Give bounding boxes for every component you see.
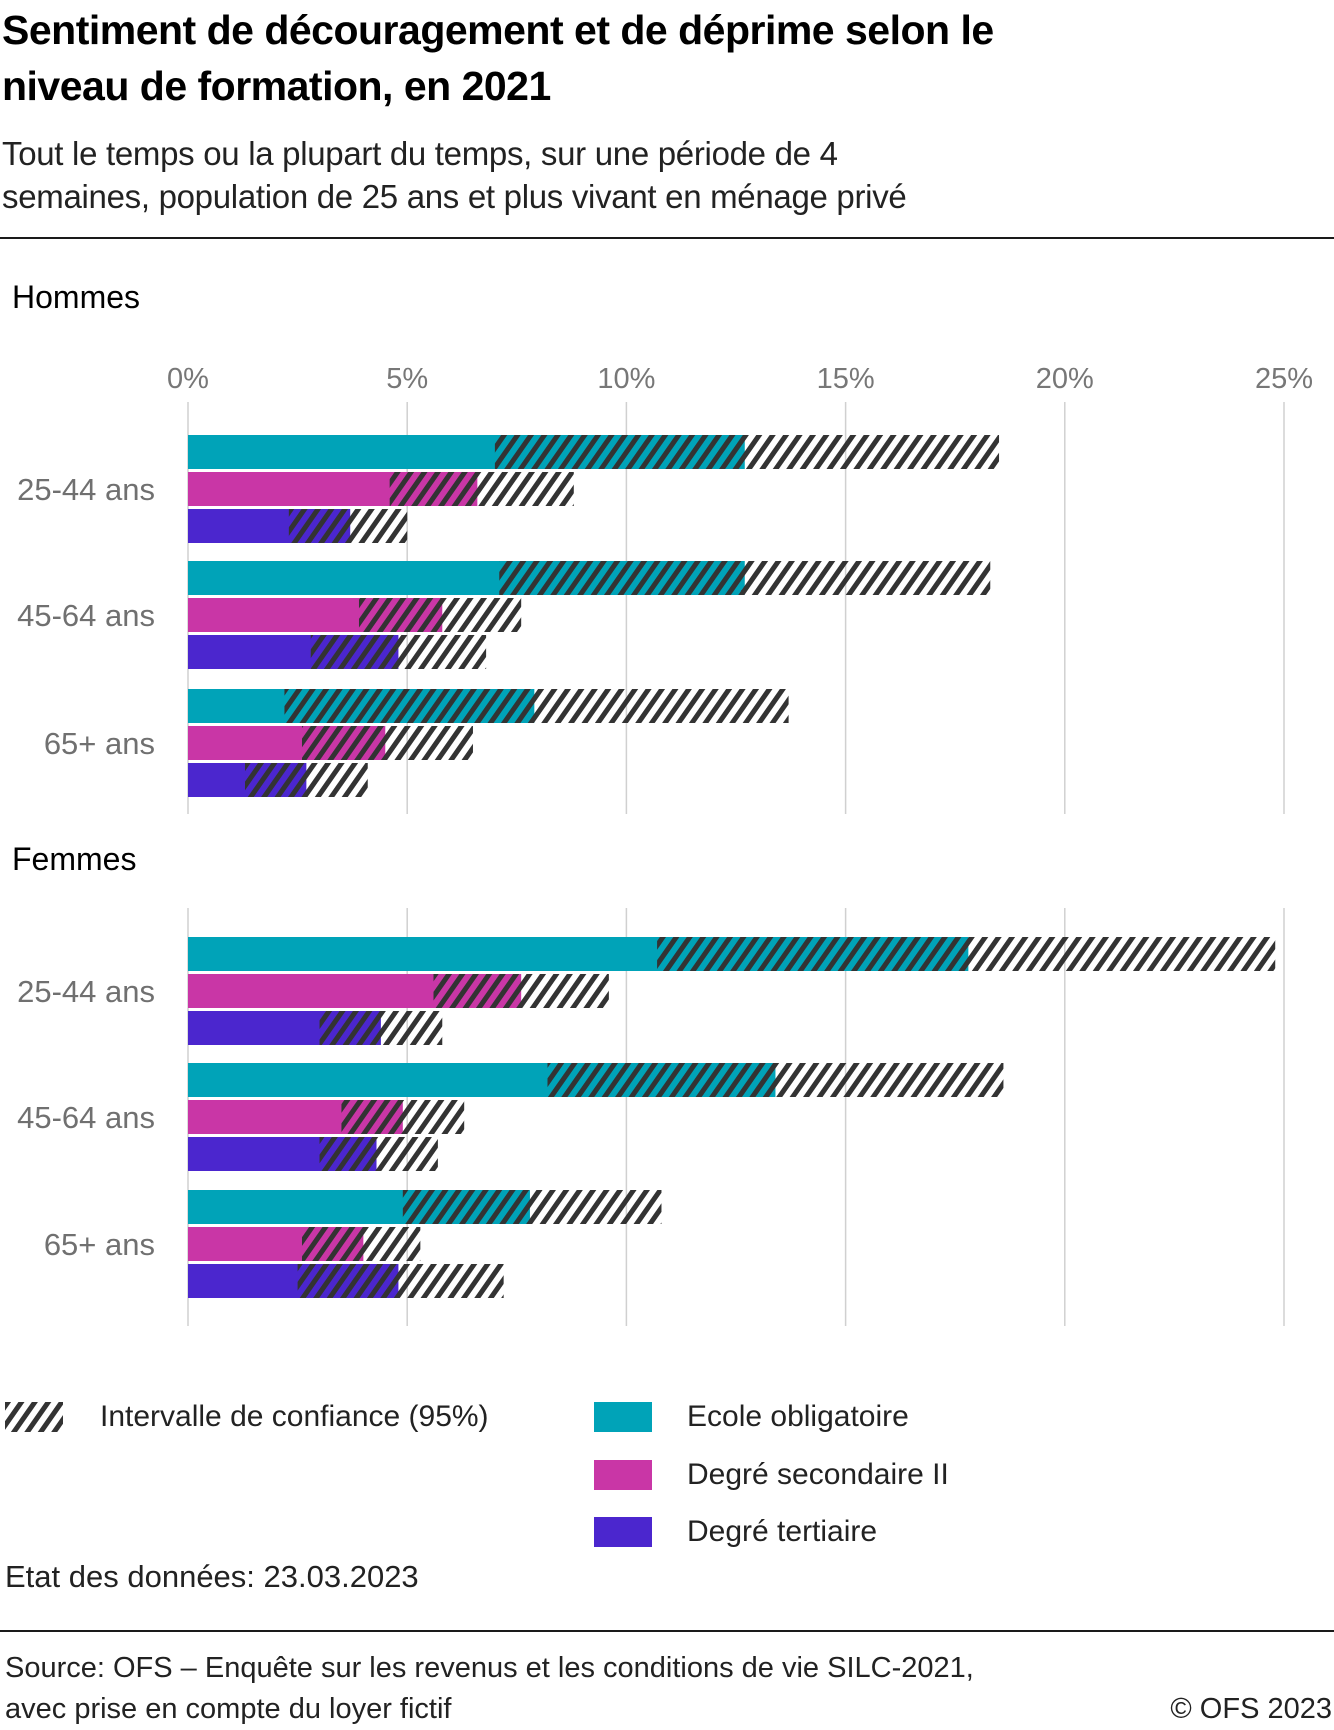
source-note: Source: OFS – Enquête sur les revenus et… [5,1648,1155,1730]
ci-femmes-65-ans-degre-tertiaire [297,1264,504,1298]
legend-label-tertiaire: Degré tertiaire [687,1515,878,1548]
category-label: 25-44 ans [17,472,155,507]
panel-title-femmes: Femmes [12,841,137,877]
x-tick-label: 0% [167,363,209,395]
legend-label-secondaire: Degré secondaire II [687,1458,949,1491]
ci-hommes-65-ans-degre-tertiaire [244,763,368,797]
ci-femmes-45-64-ans-degre-secondaire-ii [341,1100,465,1134]
category-label: 65+ ans [44,726,155,761]
x-tick-label: 10% [597,363,655,395]
legend-item-tertiaire: Degré tertiaire [594,1515,877,1549]
legend-item-ci: Intervalle de confiance (95%) [5,1400,489,1434]
legend-label-ecole: Ecole obligatoire [687,1400,909,1433]
category-label: 45-64 ans [17,1100,155,1135]
chart-subtitle: Tout le temps ou la plupart du temps, su… [2,132,1202,218]
ci-femmes-25-44-ans-degre-secondaire-ii [433,974,609,1008]
x-tick-label: 20% [1036,363,1094,395]
chart-title: Sentiment de découragement et de déprime… [2,2,1202,114]
ci-femmes-25-44-ans-degre-tertiaire [319,1011,443,1045]
swatch-ecole-icon [594,1402,652,1432]
header-divider [0,237,1334,239]
x-tick-label: 15% [817,363,875,395]
x-tick-label: 25% [1255,363,1313,395]
copyright: © OFS 2023 [1170,1693,1332,1725]
hatch-icon [5,1402,63,1432]
swatch-secondaire-icon [594,1460,652,1490]
source-line1: Source: OFS – Enquête sur les revenus et… [5,1652,974,1684]
category-label: 65+ ans [44,1227,155,1262]
x-axis: 0% 5% 10% 15% 20% 25% [167,363,1313,395]
bar-chart: 0% 5% 10% 15% 20% 25% 25-44 ans 45-64 ans 65+ a… [17,363,1313,1326]
data-state: Etat des données: 23.03.2023 [5,1559,419,1594]
chart-subtitle-line2: semaines, population de 25 ans et plus v… [2,178,907,215]
ci-hommes-25-44-ans-degre-tertiaire [288,509,408,543]
legend-ci-label: Intervalle de confiance (95%) [100,1400,489,1433]
legend-item-ecole: Ecole obligatoire [594,1400,909,1434]
panel-title-hommes: Hommes [12,279,141,315]
ci-femmes-25-44-ans-ecole-obligatoire [657,937,1276,971]
legend-item-secondaire: Degré secondaire II [594,1458,949,1492]
source-line2: avec prise en compte du loyer fictif [5,1693,452,1725]
ci-hommes-45-64-ans-degre-tertiaire [310,635,487,669]
ci-femmes-65-ans-ecole-obligatoire [402,1190,662,1224]
ci-femmes-65-ans-degre-secondaire-ii [301,1227,421,1261]
ci-hommes-65-ans-degre-secondaire-ii [301,726,473,760]
chart-title-line2: niveau de formation, en 2021 [2,63,551,109]
chart-title-line1: Sentiment de découragement et de déprime… [2,7,994,53]
category-label: 45-64 ans [17,598,155,633]
category-label: 25-44 ans [17,974,155,1009]
ci-hommes-25-44-ans-ecole-obligatoire [494,435,1000,469]
category-labels: 25-44 ans 45-64 ans 65+ ans 25-44 ans 45-64 … [17,472,155,1262]
chart-subtitle-line1: Tout le temps ou la plupart du temps, su… [2,135,838,172]
swatch-tertiaire-icon [594,1517,652,1547]
ci-femmes-45-64-ans-degre-tertiaire [319,1137,438,1171]
x-tick-label: 5% [386,363,428,395]
ci-hommes-65-ans-ecole-obligatoire [284,689,789,723]
ci-hommes-45-64-ans-degre-secondaire-ii [358,598,522,632]
ci-femmes-45-64-ans-ecole-obligatoire [547,1063,1004,1097]
footer-divider [0,1630,1334,1632]
ci-hommes-45-64-ans-ecole-obligatoire [499,561,991,595]
ci-hommes-25-44-ans-degre-secondaire-ii [389,472,574,506]
bars [188,435,1276,1298]
